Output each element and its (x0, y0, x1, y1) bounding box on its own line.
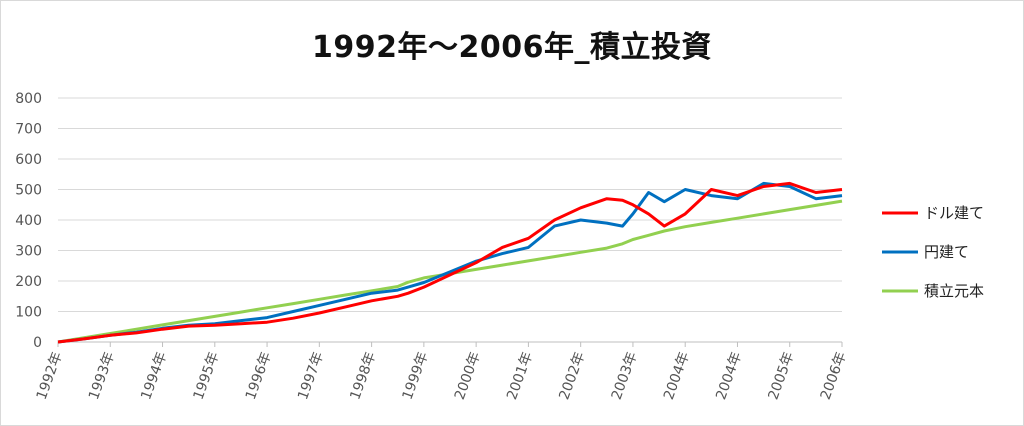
x-tick-labels: 1992年 1993年 1994年 1995年 1996年 1997年 1998年 1999年… (34, 342, 850, 402)
x-tick-label: 1996年 (243, 350, 275, 402)
x-tick-label: 1998年 (347, 350, 379, 402)
x-tick-label: 2001年 (504, 350, 536, 402)
x-tick-label: 1997年 (295, 350, 327, 402)
x-tick-label: 1992年 (34, 350, 66, 402)
y-tick-label: 0 (33, 335, 42, 351)
y-tick-label: 500 (15, 183, 42, 199)
x-tick-label: 1994年 (138, 350, 170, 402)
legend-label: 積立元本 (924, 282, 984, 300)
chart-title: 1992年～2006年_積立投資 (312, 30, 712, 65)
x-tick-label: 2004年 (713, 350, 745, 402)
legend-label: 円建て (924, 243, 969, 261)
x-tick-label: 2004年 (661, 350, 693, 402)
y-tick-label: 600 (15, 152, 42, 168)
x-tick-label: 1993年 (86, 350, 118, 402)
x-tick-label: 1999年 (400, 350, 432, 402)
x-tick-label: 2002年 (556, 350, 588, 402)
series-lines (57, 181, 843, 344)
y-tick-label: 700 (15, 122, 42, 138)
y-tick-label: 100 (15, 305, 42, 321)
y-tick-labels: 0 100 200 300 400 500 600 700 800 (15, 91, 42, 351)
x-tick-label: 2000年 (452, 350, 484, 402)
series-line-0 (57, 181, 843, 344)
series-line-1 (57, 181, 843, 344)
x-tick-label: 2006年 (818, 350, 850, 402)
x-tick-label: 2005年 (765, 350, 797, 402)
y-tick-label: 400 (15, 213, 42, 229)
y-tick-label: 200 (15, 274, 42, 290)
x-tick-label: 2003年 (609, 350, 641, 402)
series-line-2 (57, 199, 843, 344)
legend-label: ドル建て (924, 204, 984, 222)
y-tick-label: 800 (15, 91, 42, 107)
y-tick-label: 300 (15, 244, 42, 260)
x-tick-label: 1995年 (191, 350, 223, 402)
